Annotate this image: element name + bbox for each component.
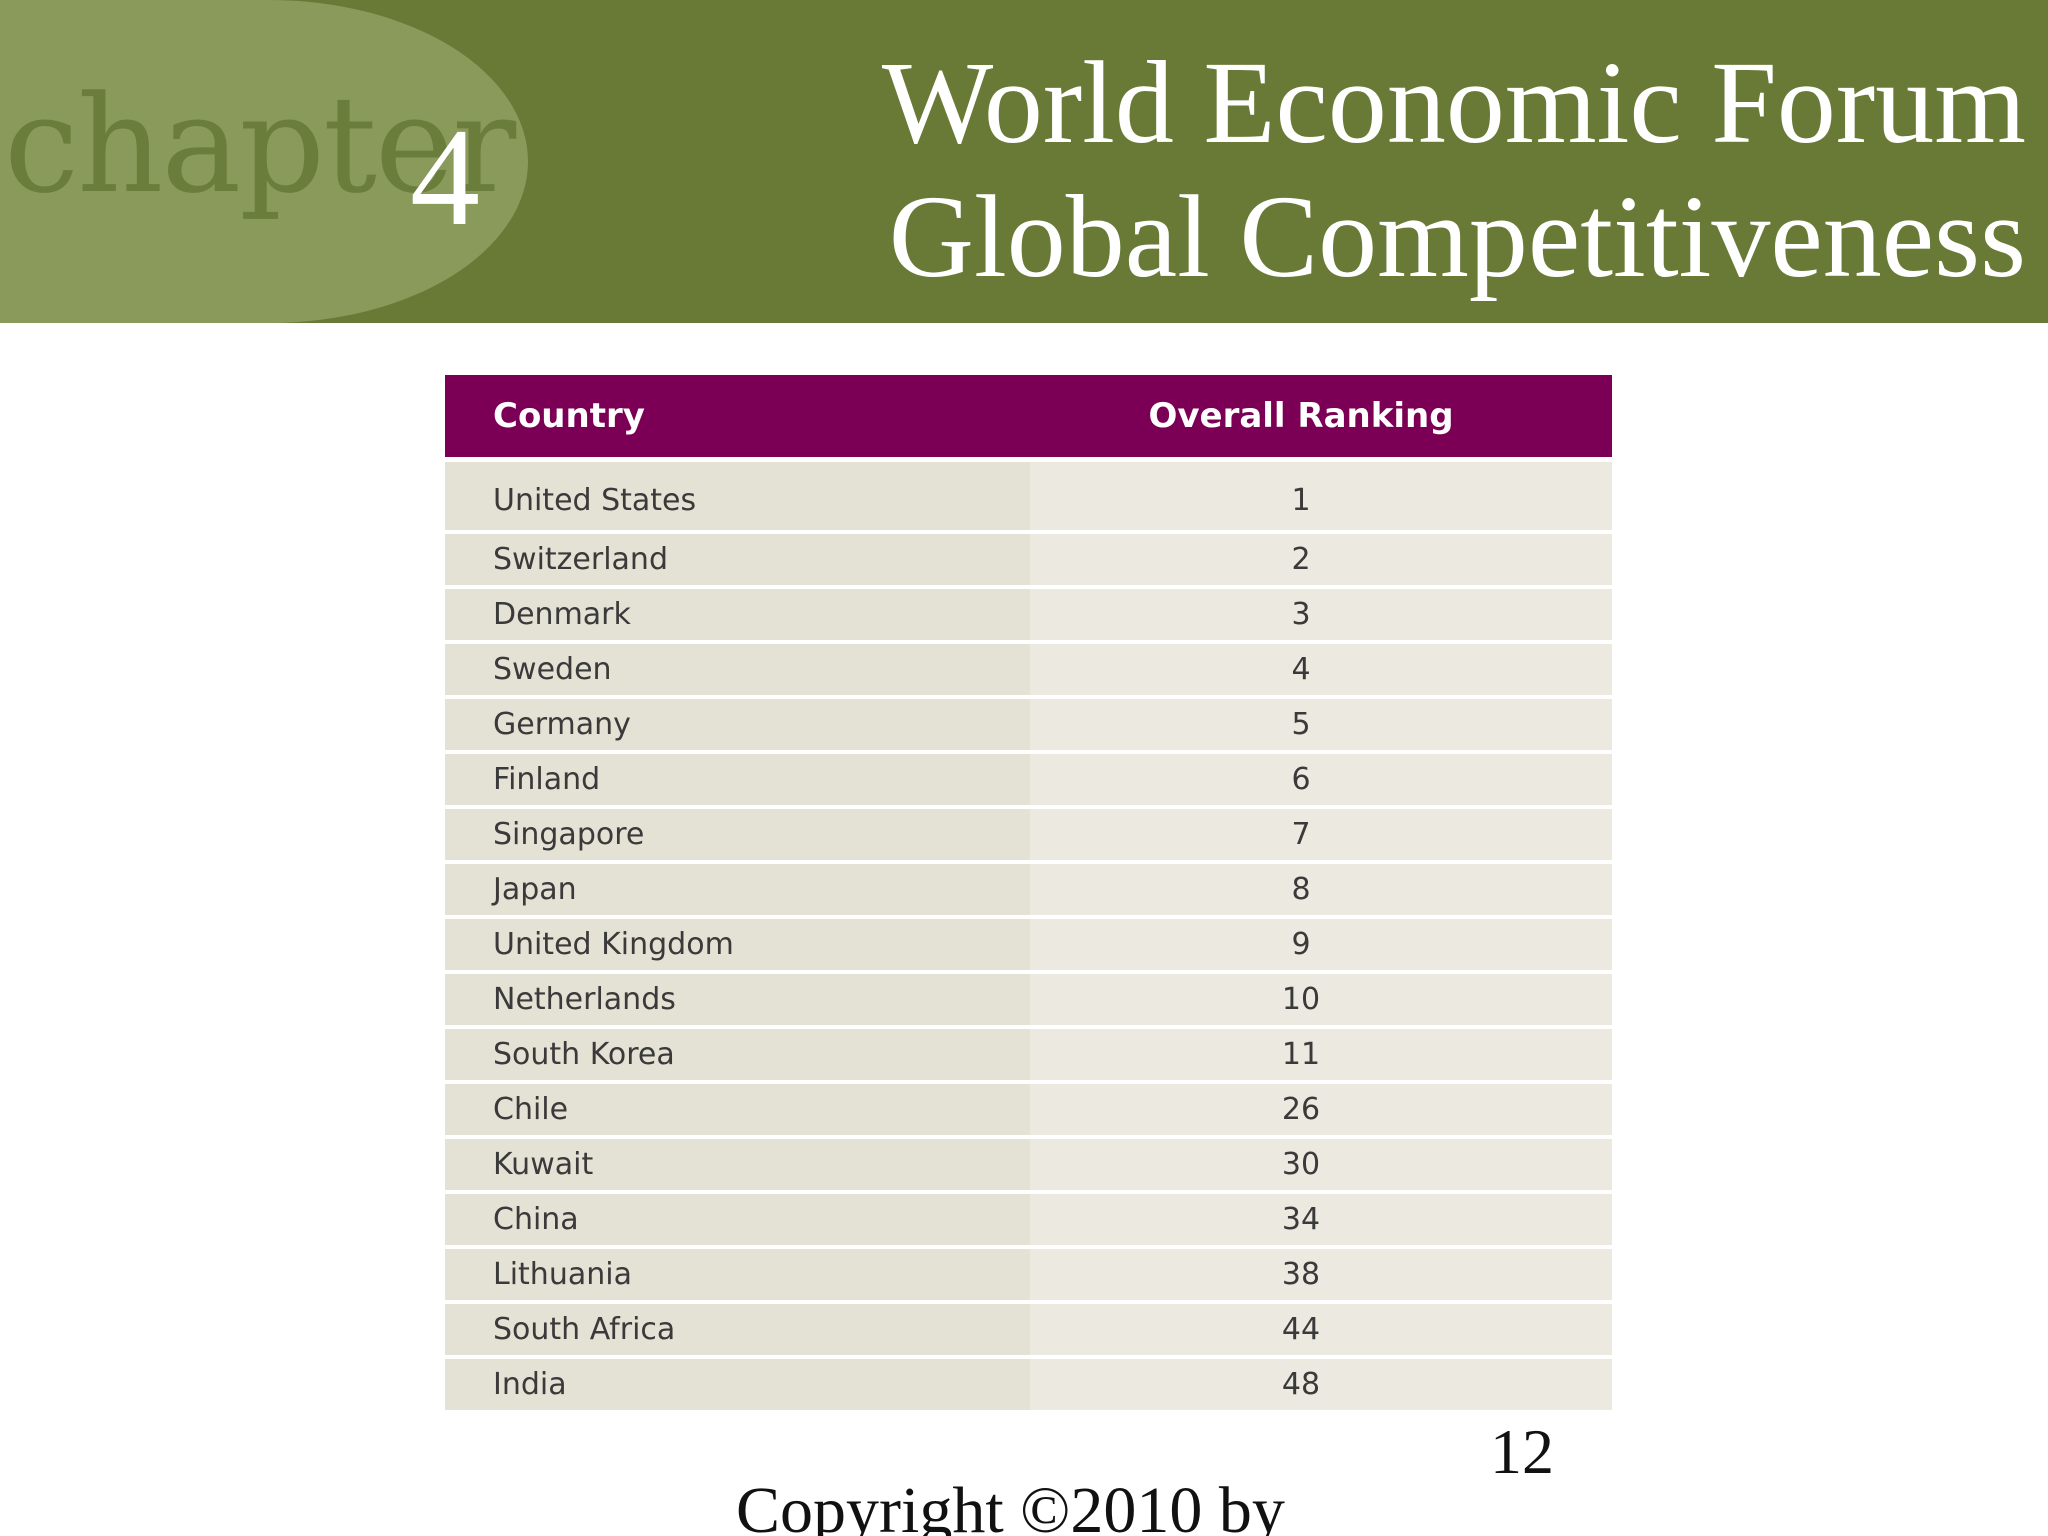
country-cell: Netherlands [445,972,1030,1029]
ranking-cell: 6 [1030,752,1612,809]
ranking-cell: 1 [1030,459,1612,534]
ranking-cell: 48 [1030,1357,1612,1414]
table-row: South Africa 44 [445,1302,1612,1359]
table-row: Netherlands 10 [445,972,1612,1029]
country-cell: India [445,1357,1030,1414]
country-cell: Finland [445,752,1030,809]
ranking-cell: 9 [1030,917,1612,974]
ranking-cell: 2 [1030,532,1612,589]
copyright-notice: Copyright ©2010 by [736,1474,1285,1536]
ranking-cell: 5 [1030,697,1612,754]
country-cell: United States [445,459,1030,534]
country-cell: Germany [445,697,1030,754]
country-cell: South Africa [445,1302,1030,1359]
country-cell: United Kingdom [445,917,1030,974]
table-row: China 34 [445,1192,1612,1249]
column-header-ranking: Overall Ranking [1030,375,1612,462]
table-row: United Kingdom 9 [445,917,1612,974]
ranking-table-container: Country Overall Ranking United States 1 Sw… [445,375,1612,1414]
ranking-cell: 3 [1030,587,1612,644]
country-cell: Kuwait [445,1137,1030,1194]
slide-title-line-1: World Economic Forum [881,37,2026,168]
table-row: Sweden 4 [445,642,1612,699]
ranking-cell: 38 [1030,1247,1612,1304]
ranking-cell: 8 [1030,862,1612,919]
ranking-cell: 10 [1030,972,1612,1029]
country-cell: South Korea [445,1027,1030,1084]
table-row: Germany 5 [445,697,1612,754]
ranking-cell: 34 [1030,1192,1612,1249]
ranking-cell: 4 [1030,642,1612,699]
table-row: Switzerland 2 [445,532,1612,589]
ranking-cell: 26 [1030,1082,1612,1139]
table-header-row: Country Overall Ranking [445,375,1612,462]
chapter-tab [0,0,528,323]
column-header-country: Country [445,375,1030,462]
country-cell: Sweden [445,642,1030,699]
chapter-label: chapter [4,67,516,223]
country-cell: Lithuania [445,1247,1030,1304]
table-row: Japan 8 [445,862,1612,919]
chapter-number: 4 [410,100,480,255]
country-cell: Switzerland [445,532,1030,589]
table-row: Chile 26 [445,1082,1612,1139]
slide-title: World Economic Forum Global Competitiven… [726,36,2026,304]
ranking-cell: 7 [1030,807,1612,864]
table-row: United States 1 [445,459,1612,534]
table-row: Finland 6 [445,752,1612,809]
slide-title-line-2: Global Competitiveness [888,171,2026,302]
page-number: 12 [1490,1416,1554,1487]
ranking-table: Country Overall Ranking United States 1 Sw… [445,375,1612,1414]
country-cell: Japan [445,862,1030,919]
country-cell: Chile [445,1082,1030,1139]
country-cell: Denmark [445,587,1030,644]
table-row: Kuwait 30 [445,1137,1612,1194]
ranking-cell: 30 [1030,1137,1612,1194]
table-row: South Korea 11 [445,1027,1612,1084]
table-row: Lithuania 38 [445,1247,1612,1304]
table-row: Singapore 7 [445,807,1612,864]
ranking-cell: 44 [1030,1302,1612,1359]
country-cell: Singapore [445,807,1030,864]
table-body: United States 1 Switzerland 2 Denmark 3 Sweden… [445,459,1612,1414]
header-banner: chapter 4 World Economic Forum Global Co… [0,0,2048,323]
table-row: Denmark 3 [445,587,1612,644]
ranking-cell: 11 [1030,1027,1612,1084]
country-cell: China [445,1192,1030,1249]
table-row: India 48 [445,1357,1612,1414]
